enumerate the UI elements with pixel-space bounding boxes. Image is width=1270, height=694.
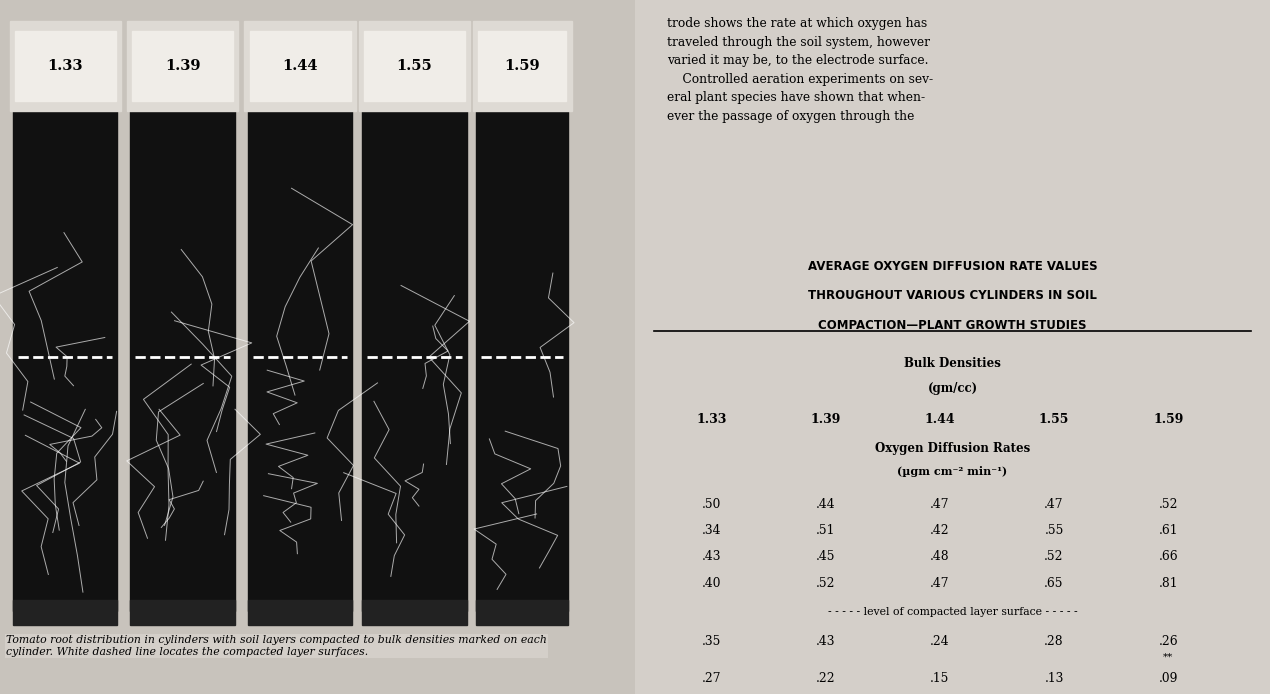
Text: .28: .28 — [1044, 635, 1064, 648]
Bar — [130, 97, 235, 611]
Text: .61: .61 — [1158, 524, 1179, 537]
Text: .22: .22 — [815, 672, 836, 686]
Bar — [130, 600, 235, 625]
Text: .47: .47 — [930, 498, 950, 511]
Text: COMPACTION—PLANT GROWTH STUDIES: COMPACTION—PLANT GROWTH STUDIES — [818, 319, 1087, 332]
Text: .15: .15 — [930, 672, 950, 686]
Text: .09: .09 — [1158, 672, 1179, 686]
Text: .26: .26 — [1158, 635, 1179, 648]
Bar — [13, 97, 117, 611]
Text: .34: .34 — [701, 524, 721, 537]
Text: 1.44: 1.44 — [925, 413, 955, 426]
Text: (gm/cc): (gm/cc) — [927, 382, 978, 396]
Text: 1.55: 1.55 — [1039, 413, 1069, 426]
Text: - - - - - level of compacted layer surface - - - - -: - - - - - level of compacted layer surfa… — [828, 607, 1077, 617]
Text: .43: .43 — [815, 635, 836, 648]
Text: .47: .47 — [1044, 498, 1064, 511]
Bar — [362, 97, 467, 611]
Bar — [244, 21, 356, 111]
Text: .52: .52 — [1044, 550, 1064, 564]
Text: THROUGHOUT VARIOUS CYLINDERS IN SOIL: THROUGHOUT VARIOUS CYLINDERS IN SOIL — [808, 289, 1097, 303]
Text: .65: .65 — [1044, 577, 1064, 590]
Bar — [478, 31, 566, 101]
Bar — [362, 600, 467, 625]
Bar — [472, 21, 572, 111]
Text: .43: .43 — [701, 550, 721, 564]
Text: .50: .50 — [701, 498, 721, 511]
Text: 1.33: 1.33 — [47, 59, 83, 73]
Text: .66: .66 — [1158, 550, 1179, 564]
Text: .52: .52 — [1158, 498, 1179, 511]
Text: .48: .48 — [930, 550, 950, 564]
Bar — [358, 21, 470, 111]
Bar — [363, 31, 465, 101]
Text: 1.55: 1.55 — [396, 59, 432, 73]
Bar — [132, 31, 234, 101]
Bar — [127, 21, 239, 111]
Text: Oxygen Diffusion Rates: Oxygen Diffusion Rates — [875, 442, 1030, 455]
Text: trode shows the rate at which oxygen has
traveled through the soil system, howev: trode shows the rate at which oxygen has… — [667, 17, 933, 123]
Text: AVERAGE OXYGEN DIFFUSION RATE VALUES: AVERAGE OXYGEN DIFFUSION RATE VALUES — [808, 260, 1097, 273]
Bar — [15, 31, 116, 101]
Text: 1.39: 1.39 — [810, 413, 841, 426]
Text: .35: .35 — [701, 635, 721, 648]
Text: .13: .13 — [1044, 672, 1064, 686]
Text: .24: .24 — [930, 635, 950, 648]
Text: .44: .44 — [815, 498, 836, 511]
Text: **: ** — [1163, 653, 1173, 662]
Text: .45: .45 — [815, 550, 836, 564]
Text: .55: .55 — [1044, 524, 1064, 537]
Text: 1.33: 1.33 — [696, 413, 726, 426]
Bar — [249, 31, 351, 101]
Text: .52: .52 — [815, 577, 836, 590]
Text: .27: .27 — [701, 672, 721, 686]
Bar — [476, 97, 569, 611]
Text: Tomato root distribution in cylinders with soil layers compacted to bulk densiti: Tomato root distribution in cylinders wi… — [6, 635, 547, 657]
Bar — [13, 600, 117, 625]
Bar — [10, 21, 121, 111]
Text: 1.44: 1.44 — [282, 59, 318, 73]
Text: .81: .81 — [1158, 577, 1179, 590]
Text: .47: .47 — [930, 577, 950, 590]
Bar — [248, 97, 353, 611]
Text: 1.59: 1.59 — [1153, 413, 1184, 426]
Text: .40: .40 — [701, 577, 721, 590]
Bar — [476, 600, 569, 625]
Text: .51: .51 — [815, 524, 836, 537]
Text: 1.59: 1.59 — [504, 59, 540, 73]
Bar — [248, 600, 353, 625]
Text: Bulk Densities: Bulk Densities — [904, 357, 1001, 371]
Text: .42: .42 — [930, 524, 950, 537]
Text: 1.39: 1.39 — [165, 59, 201, 73]
Text: (µgm cm⁻² min⁻¹): (µgm cm⁻² min⁻¹) — [898, 466, 1007, 477]
